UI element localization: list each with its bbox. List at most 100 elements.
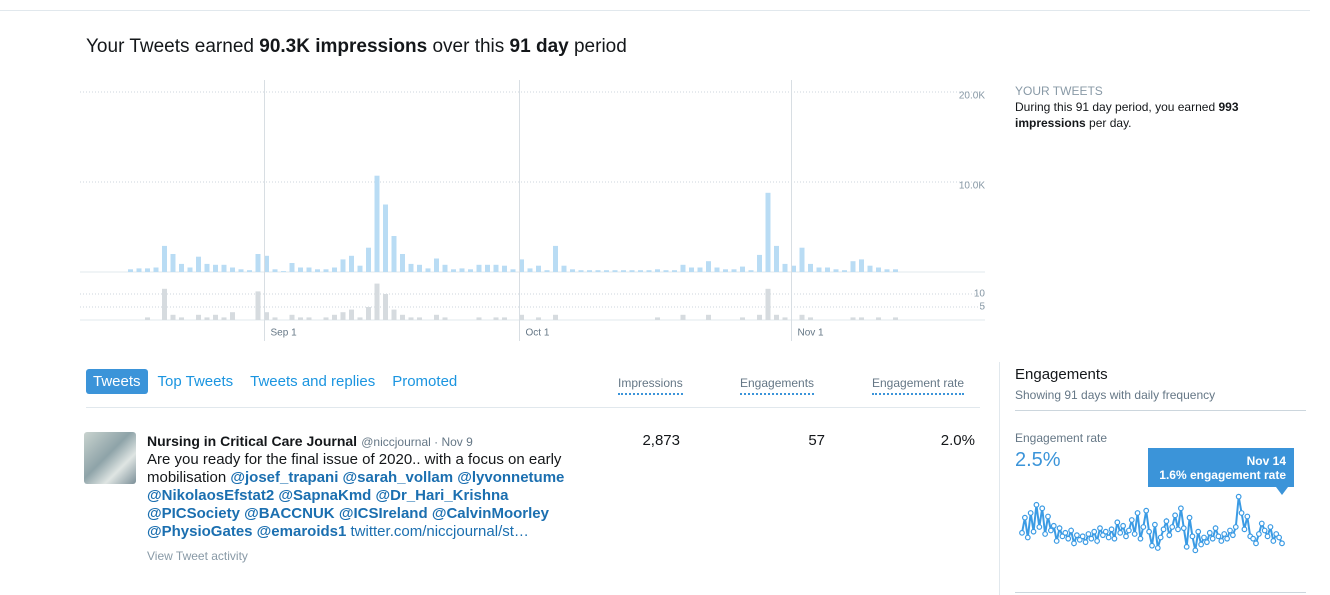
tooltip-text: 1.6% engagement rate <box>1148 468 1286 482</box>
mention[interactable]: @BACCNUK <box>244 505 334 522</box>
mention[interactable]: @NikolaosEfstat2 <box>147 487 274 504</box>
rate-point <box>1231 533 1236 538</box>
rate-point <box>1161 527 1166 532</box>
bar <box>613 270 618 272</box>
bar <box>273 269 278 272</box>
bar <box>392 236 397 272</box>
link[interactable]: twitter.com/niccjournal/st… <box>351 523 529 540</box>
rate-point <box>1251 536 1256 541</box>
rate-point <box>1259 521 1264 526</box>
rate-point <box>1190 534 1195 539</box>
bar <box>723 269 728 272</box>
rate-point <box>1176 527 1181 532</box>
rate-point <box>1199 542 1204 547</box>
mention[interactable]: @Dr_Hari_Krishna <box>376 487 509 504</box>
rate-point <box>1043 532 1048 537</box>
avatar[interactable] <box>84 432 136 484</box>
rate-point <box>1109 527 1114 532</box>
bar <box>213 265 218 272</box>
bar <box>443 317 448 320</box>
rate-point <box>1129 518 1134 523</box>
y-tick-label: 20.0K <box>959 91 985 102</box>
bar <box>324 269 329 272</box>
bar <box>893 317 898 320</box>
tab[interactable]: Tweets and replies <box>243 369 382 394</box>
tab[interactable]: Top Tweets <box>151 369 241 394</box>
bar <box>766 193 771 272</box>
bar <box>188 268 193 273</box>
mention[interactable]: @CalvinMoorley <box>432 505 549 522</box>
mention[interactable]: @lyvonnetume <box>457 469 564 486</box>
bar <box>851 261 856 272</box>
tab[interactable]: Promoted <box>385 369 464 394</box>
tweet: Nursing in Critical Care Journal @niccjo… <box>147 432 567 565</box>
rate-point <box>1181 526 1186 531</box>
bar <box>868 266 873 272</box>
bar <box>400 254 405 272</box>
author[interactable]: Nursing in Critical Care Journal <box>147 433 357 449</box>
bar <box>562 266 567 272</box>
tooltip-pointer <box>1276 487 1288 495</box>
bar <box>179 317 184 320</box>
bar <box>213 315 218 320</box>
view-activity[interactable]: View Tweet activity <box>147 547 567 565</box>
rate-point <box>1219 539 1224 544</box>
bar <box>205 264 210 272</box>
rate-point <box>1265 534 1270 539</box>
rate-point <box>1254 541 1259 546</box>
rate-point <box>1233 525 1238 530</box>
bar <box>757 315 762 320</box>
bar <box>494 265 499 272</box>
rate-point <box>1257 532 1262 537</box>
bar <box>876 317 881 320</box>
column-header[interactable]: Engagement rate <box>872 376 964 395</box>
column-header[interactable]: Impressions <box>618 376 683 395</box>
divider <box>1015 410 1306 411</box>
bar <box>247 270 252 272</box>
rate-point <box>1184 545 1189 550</box>
rate-point <box>1280 541 1285 546</box>
rate-point <box>1124 534 1129 539</box>
bar <box>383 205 388 273</box>
rate-point <box>1167 533 1172 538</box>
rate-point <box>1164 519 1169 524</box>
rate-point <box>1210 536 1215 541</box>
bar <box>205 317 210 320</box>
bar <box>808 317 813 320</box>
sidebar: YOUR TWEETS During this 91 day period, y… <box>1015 83 1305 131</box>
bar <box>298 317 303 320</box>
x-tick-label: Nov 1 <box>798 328 825 339</box>
bar <box>179 264 184 272</box>
mention[interactable]: @SapnaKmd <box>278 487 371 504</box>
bar <box>468 269 473 272</box>
mention[interactable]: @emaroids1 <box>257 523 347 540</box>
rate-point <box>1196 529 1201 534</box>
mention[interactable]: @ICSIreland <box>339 505 428 522</box>
bar <box>426 268 431 272</box>
mention[interactable]: @PICSociety <box>147 505 240 522</box>
rate-point <box>1141 525 1146 530</box>
rate-point <box>1213 526 1218 531</box>
x-tick-label: Oct 1 <box>526 328 550 339</box>
mention[interactable]: @sarah_vollam <box>343 469 454 486</box>
tabs: TweetsTop TweetsTweets and repliesPromot… <box>86 369 467 394</box>
bar <box>137 268 142 272</box>
bar <box>366 248 371 272</box>
tab[interactable]: Tweets <box>86 369 148 394</box>
bar <box>349 256 354 272</box>
bar <box>196 315 201 320</box>
mention[interactable]: @PhysioGates <box>147 523 253 540</box>
column-header[interactable]: Engagements <box>740 376 814 395</box>
bar <box>596 270 601 272</box>
bar <box>366 307 371 320</box>
bar <box>587 270 592 272</box>
rate-point <box>1092 529 1097 534</box>
rate-point <box>1057 526 1062 531</box>
bar <box>171 315 176 320</box>
rate-point <box>1147 529 1152 534</box>
mention[interactable]: @josef_trapani <box>230 469 338 486</box>
bar <box>434 259 439 273</box>
rate-point <box>1051 524 1056 529</box>
bar <box>740 317 745 320</box>
bar <box>443 265 448 272</box>
